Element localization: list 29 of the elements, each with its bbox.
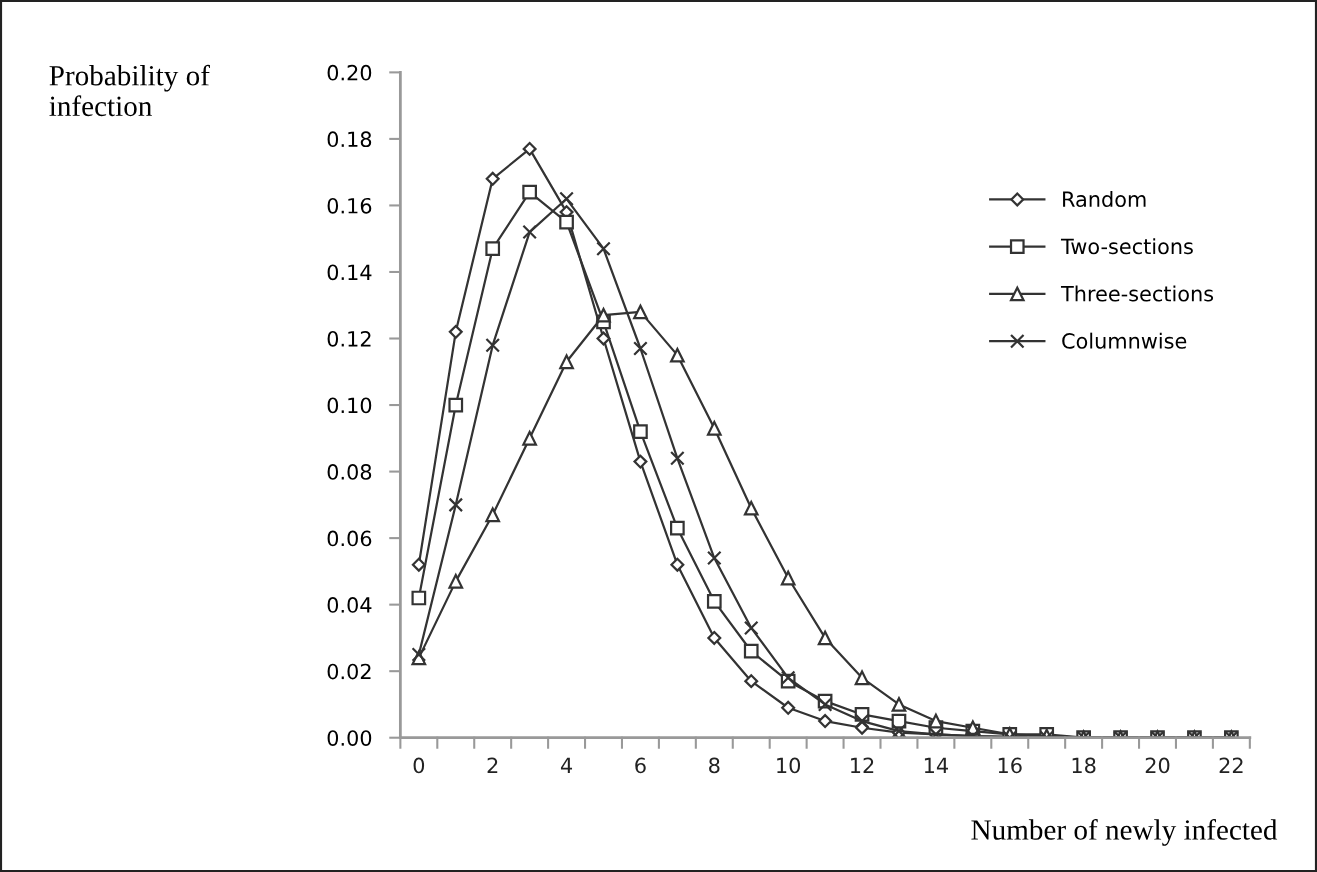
x-axis-title: Number of newly infected [971,819,1278,846]
y-tick-label: 0.16 [327,197,372,214]
y-tick-label: 0.02 [327,663,371,680]
y-tick-label: 0.18 [327,131,372,148]
x-tick-label: 4 [560,757,573,773]
y-tick-label: 0.10 [327,397,372,414]
x-tick-label: 8 [709,757,720,774]
y-tick-label: 0.08 [327,464,372,480]
x-tick-label: 2 [487,757,498,773]
legend-label: Three-sections [1060,285,1214,302]
y-tick-label: 0.14 [327,264,372,281]
legend-label: Two-sections [1060,238,1193,255]
legend-label: Random [1063,190,1146,208]
y-tick-label: 0.04 [327,597,372,613]
x-tick-label: 16 [998,757,1022,774]
x-tick-label: 14 [924,757,948,773]
x-tick-label: 6 [635,757,646,774]
x-tick-label: 10 [777,757,801,774]
legend-label: Columnwise [1062,332,1187,349]
x-tick-label: 0 [413,757,425,774]
x-tick-label: 18 [1072,757,1096,774]
y-tick-label: 0.20 [327,64,372,81]
y-axis-title: Probability of infection [49,64,210,117]
y-tick-label: 0.12 [327,330,371,347]
y-tick-label: 0.06 [327,530,372,547]
x-tick-label: 20 [1145,757,1170,774]
x-tick-label: 12 [851,757,874,773]
x-tick-label: 22 [1219,757,1243,773]
y-tick-label: 0.00 [327,730,372,746]
